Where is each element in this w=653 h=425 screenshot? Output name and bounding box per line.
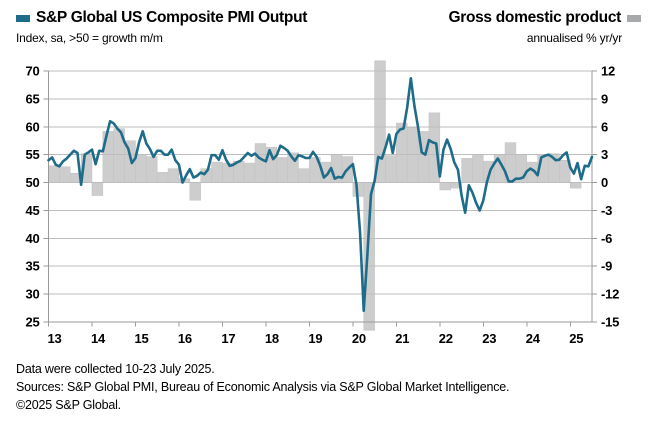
- gdp-bar: [439, 182, 451, 191]
- gdp-axis-caption: annualised % yr/yr: [526, 31, 622, 45]
- chart-footer: Data were collected 10-23 July 2025. Sou…: [16, 360, 510, 414]
- gdp-bar: [167, 168, 180, 183]
- gdp-bar: [276, 157, 288, 183]
- gridlines: [48, 70, 592, 323]
- pmi-line: [47, 76, 594, 313]
- left-axis-label: 30: [25, 287, 39, 302]
- right-axis-label: 3: [601, 147, 608, 162]
- x-axis-year-label: 17: [221, 331, 235, 346]
- pmi-legend-swatch-icon: [16, 14, 30, 22]
- x-axis-year-label: 24: [526, 331, 541, 346]
- gdp-bar: [254, 143, 267, 183]
- pmi-axis-caption: Index, sa, >50 = growth m/m: [16, 31, 163, 45]
- right-axis-label: -6: [601, 231, 612, 246]
- x-axis-year-label: 22: [439, 331, 453, 346]
- gdp-series-title: Gross domestic product: [448, 9, 621, 26]
- sources-note: Sources: S&P Global PMI, Bureau of Econo…: [16, 380, 510, 394]
- left-axis-label: 40: [25, 231, 39, 246]
- pmi-series-title: S&P Global US Composite PMI Output: [36, 9, 308, 26]
- gdp-bar: [298, 168, 310, 183]
- pmi-legend: S&P Global US Composite PMI Output: [16, 9, 307, 27]
- left-axis-label: 65: [25, 91, 39, 106]
- gdp-bar: [156, 172, 169, 183]
- gdp-bar: [48, 165, 60, 183]
- left-axis-label: 35: [25, 259, 39, 274]
- x-axis-year-label: 18: [265, 331, 279, 346]
- x-axis-year-label: 23: [482, 331, 496, 346]
- chart-header: S&P Global US Composite PMI Output Gross…: [16, 9, 641, 27]
- right-axis-label: 9: [601, 91, 608, 106]
- gdp-bar: [461, 158, 473, 183]
- x-axis-year-label: 13: [47, 331, 61, 346]
- right-axis-label: -15: [601, 315, 619, 330]
- left-axis-label: 60: [25, 119, 39, 134]
- gdp-bar: [385, 155, 397, 183]
- left-axis-label: 25: [25, 315, 39, 330]
- gdp-bar: [135, 154, 147, 183]
- x-axis-year-label: 21: [395, 331, 409, 346]
- gdp-bar: [189, 182, 201, 201]
- gdp-bar: [211, 161, 223, 183]
- gdp-bar: [59, 166, 71, 183]
- left-axis-label: 55: [25, 147, 39, 162]
- right-axis-label: -3: [601, 203, 612, 218]
- right-axis-label: 12: [601, 64, 615, 79]
- left-axis-label: 70: [25, 64, 39, 79]
- gdp-bar: [146, 156, 158, 183]
- right-axis-label: 0: [601, 175, 608, 190]
- gdp-bar: [91, 182, 104, 196]
- x-axis-year-label: 25: [569, 331, 583, 346]
- x-axis-year-label: 15: [134, 331, 148, 346]
- axes: 70656055504540353025129630-3-6-9-12-1513…: [25, 64, 619, 347]
- gdp-bar: [472, 154, 484, 183]
- collection-note: Data were collected 10-23 July 2025.: [16, 362, 215, 376]
- right-axis-label: -9: [601, 259, 612, 274]
- x-axis-year-label: 20: [352, 331, 366, 346]
- x-axis-year-label: 16: [178, 331, 192, 346]
- right-axis-label: 6: [601, 119, 608, 134]
- gdp-bar: [570, 182, 582, 189]
- copyright-note: ©2025 S&P Global.: [16, 398, 121, 412]
- gdp-legend-swatch-icon: [627, 14, 641, 22]
- gdp-legend: Gross domestic product: [448, 9, 641, 27]
- gdp-bars: [48, 60, 582, 331]
- right-axis-label: -12: [601, 287, 619, 302]
- left-axis-label: 50: [25, 175, 39, 190]
- chart-subtitles: Index, sa, >50 = growth m/m annualised %…: [16, 31, 641, 45]
- left-axis-label: 45: [25, 203, 39, 218]
- x-axis-year-label: 19: [308, 331, 322, 346]
- gdp-bar: [243, 162, 256, 183]
- x-axis-year-label: 14: [91, 331, 106, 346]
